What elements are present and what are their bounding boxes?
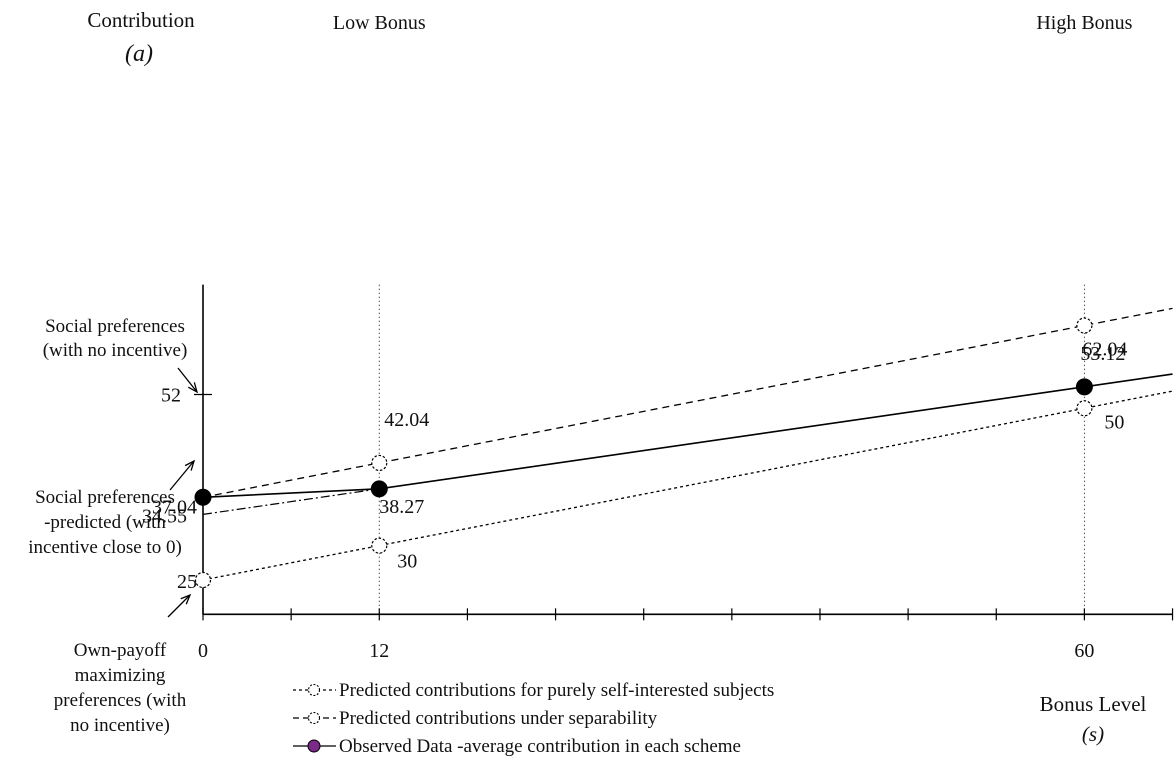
data-label: 42.04 [384,409,429,431]
annotation-social-predicted: -predicted (with [44,512,166,533]
series-line-2 [202,307,1173,498]
annotation-arrow-social-predicted-head [184,459,196,471]
data-label: 38.27 [379,496,424,518]
axes: 0 12 60 52 Contribution (a) Bonus Level (s) [87,8,1174,746]
data-label: 53.12 [1080,343,1125,365]
data-label: 25 [177,571,197,593]
legend-entry-3: Observed Data -average contribution in e… [339,736,741,757]
annotation-social: (with no incentive) [43,340,188,361]
data-label: 62.04 [1082,339,1127,361]
annotation-arrow-social-head [187,382,199,394]
observed-point-3 [1075,378,1093,396]
x-axis-title: Bonus Level [1040,692,1147,716]
series-line-1 [202,390,1173,581]
annotation-social-predicted: incentive close to 0) [28,537,182,558]
annotation-arrow-social-predicted [169,460,195,491]
annotation-own-payoff: no incentive) [70,715,170,736]
predicted-point-2-3 [1076,317,1093,334]
observed-point-1 [194,488,212,506]
reference-line-label-1: Low Bonus [333,12,426,34]
data-label: 50 [1104,411,1124,433]
legend: Predicted contributions for purely self-… [293,680,774,757]
data-label: 34.55 [142,505,187,527]
predicted-point-2-2 [371,454,388,472]
annotation-social-predicted: Social preferences [35,487,175,508]
annotation-arrow-own-payoff [167,594,191,618]
annotations: Social preferences (with no incentive) Soc… [28,316,199,736]
data-label: 30 [397,551,417,573]
extrapolation-line [202,488,380,515]
predicted-point-1-2 [371,537,388,554]
series-line-3 [202,373,1173,499]
predicted-point-1-1 [194,571,212,589]
series-lines [202,307,1173,581]
annotation-own-payoff: preferences (with [54,690,187,711]
observed-point-2 [370,480,388,498]
annotation-own-payoff: maximizing [75,665,166,686]
annotation-arrow-social [177,367,198,393]
x-tick-label: 0 [198,640,208,662]
panel-label: (a) [125,41,153,67]
legend-marker-2 [307,711,321,725]
y-tick-label: 52 [161,385,181,407]
x-tick-label: 60 [1074,640,1094,662]
annotation-own-payoff: Own-payoff [74,640,167,661]
data-labels: 25 30 50 42.04 62.04 37.04 38.27 53.12 34.55 [142,339,1127,593]
y-axis-title: Contribution [87,8,195,32]
predicted-point-1-3 [1076,400,1093,417]
x-tick-label: 12 [369,640,389,662]
legend-marker-3 [307,739,321,753]
annotation-social: Social preferences [45,316,185,337]
annotation-arrow-own-payoff-head [180,593,192,605]
legend-marker-1 [307,683,321,697]
series-markers [194,317,1093,589]
data-label: 37.04 [152,496,197,518]
reference-lines: Low Bonus High Bonus [333,12,1133,615]
legend-entry-2: Predicted contributions under separabili… [339,708,658,729]
legend-entry-1: Predicted contributions for purely self-… [339,680,774,701]
x-axis-symbol: (s) [1082,722,1104,746]
reference-line-label-2: High Bonus [1036,12,1132,34]
